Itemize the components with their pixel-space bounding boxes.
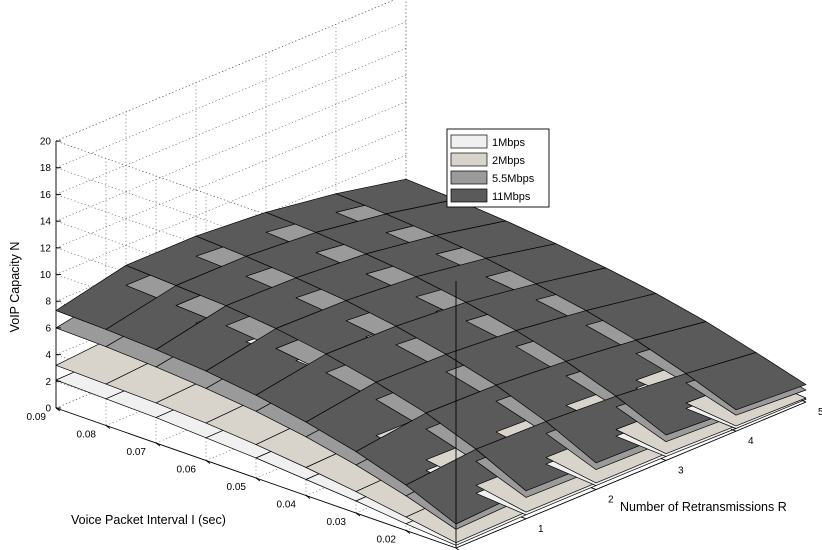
y-tick xyxy=(405,530,411,534)
y-tick xyxy=(355,512,361,517)
y-tick-label: 0.02 xyxy=(377,535,397,546)
legend-swatch xyxy=(450,152,488,167)
back-wall-grid-line xyxy=(55,0,395,142)
side-wall-grid-line xyxy=(55,220,457,362)
y-tick xyxy=(205,460,211,464)
side-wall-grid-line xyxy=(55,167,457,308)
y-tick-label: 0.06 xyxy=(177,465,197,476)
x-tick xyxy=(660,457,667,461)
z-tick-label: 4 xyxy=(45,350,51,361)
y-axis-title: Voice Packet Interval I (sec) xyxy=(71,513,226,527)
surface-layer xyxy=(55,178,807,546)
z-tick-label: 2 xyxy=(45,377,51,388)
pane-border xyxy=(55,140,457,282)
pane-border xyxy=(55,0,395,142)
y-tick xyxy=(105,425,111,429)
legend-label: 2Mbps xyxy=(492,155,526,167)
z-tick-label: 16 xyxy=(40,190,52,201)
z-axis-title: VoIP Capacity N xyxy=(8,242,22,333)
x-tick-label: 1 xyxy=(538,524,544,535)
legend-label: 1Mbps xyxy=(492,137,526,149)
legend-label: 5.5Mbps xyxy=(492,173,535,185)
back-wall-grid-line xyxy=(55,21,407,168)
y-tick-label: 0.07 xyxy=(127,447,147,458)
y-tick xyxy=(255,477,261,482)
y-tick xyxy=(155,442,161,447)
axis-layer: 024681012141618200.010.020.030.040.050.0… xyxy=(8,137,822,550)
y-tick xyxy=(305,495,311,499)
y-tick-label: 0.04 xyxy=(277,500,297,511)
z-tick-label: 20 xyxy=(40,137,52,148)
x-tick-label: 5 xyxy=(818,407,822,418)
z-tick-label: 10 xyxy=(40,270,52,281)
z-tick-label: 14 xyxy=(40,217,52,228)
y-tick xyxy=(55,407,61,412)
y-tick-label: 0.08 xyxy=(77,430,97,441)
legend-swatch xyxy=(450,134,488,149)
z-tick-label: 8 xyxy=(45,297,51,308)
x-tick-label: 3 xyxy=(678,465,684,476)
back-wall-grid-line xyxy=(55,48,407,195)
y-tick-label: 0.03 xyxy=(327,517,347,528)
surface-patch xyxy=(685,352,807,411)
x-tick xyxy=(520,516,527,520)
z-tick-label: 12 xyxy=(40,243,52,254)
legend-swatch xyxy=(450,188,488,203)
z-tick-label: 0 xyxy=(45,404,51,415)
y-tick-label: 0.09 xyxy=(27,412,47,423)
y-tick-label: 0.05 xyxy=(227,482,247,493)
x-tick xyxy=(730,428,737,432)
x-tick-label: 2 xyxy=(608,495,614,506)
z-tick-label: 18 xyxy=(40,163,52,174)
side-wall-grid-line xyxy=(55,194,457,335)
legend-swatch xyxy=(450,170,488,185)
x-axis-title: Number of Retransmissions R xyxy=(620,500,787,514)
z-tick-label: 6 xyxy=(45,323,51,334)
x-tick xyxy=(590,487,597,491)
legend: 1Mbps 2Mbps 5.5Mbps 11Mbps xyxy=(446,128,550,208)
x-tick-label: 4 xyxy=(748,436,754,447)
x-tick xyxy=(800,399,807,403)
legend-label: 11Mbps xyxy=(492,191,531,203)
x-axis-line xyxy=(455,401,807,549)
